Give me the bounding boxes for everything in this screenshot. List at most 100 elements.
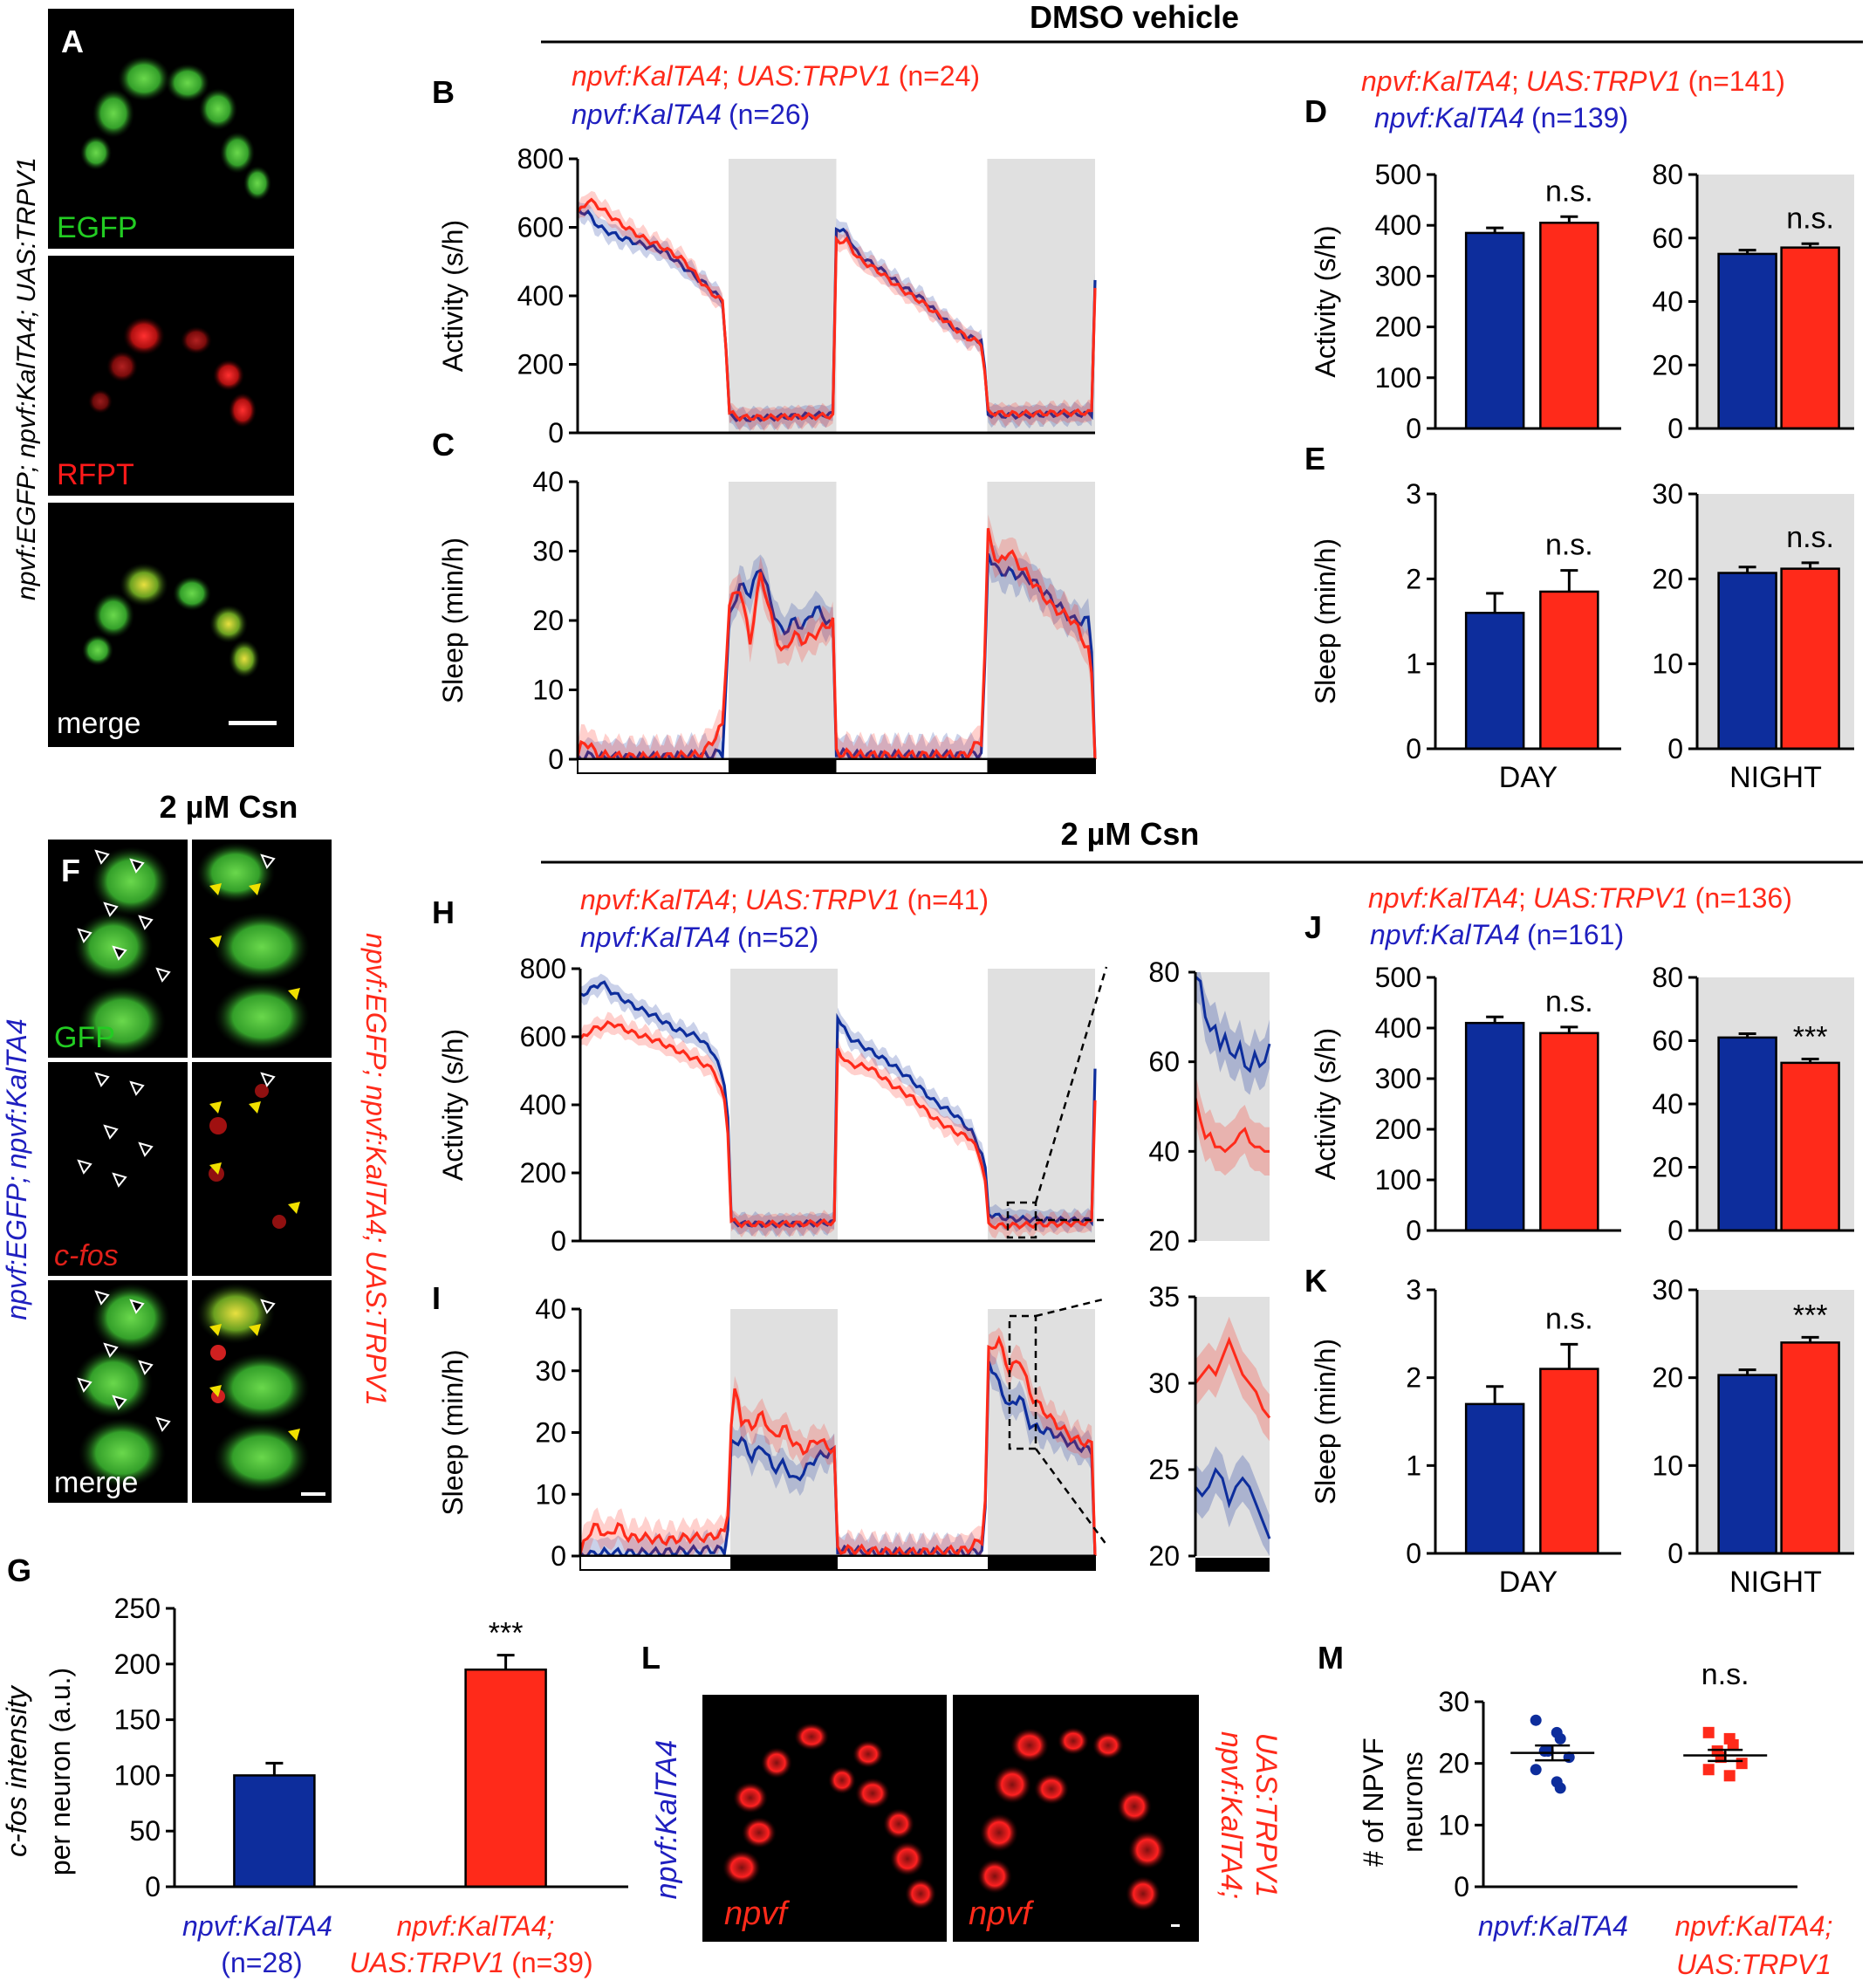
- legend-b: B npvf:KalTA4; UAS:TRPV1 (n=24) npvf:KalTA…: [432, 60, 980, 130]
- legend-b-ctrl: npvf:KalTA4: [572, 99, 722, 130]
- ctrl-bar: [1717, 1374, 1777, 1555]
- y-tick-label: 0: [1454, 1871, 1469, 1902]
- trpv-data-point: [1723, 1770, 1736, 1782]
- y-tick-label: 10: [535, 1478, 566, 1510]
- ctrl-data-point: [1554, 1782, 1566, 1794]
- legend-j-ctrl-n: (n=161): [1527, 919, 1624, 950]
- y-tick-label: 200: [517, 349, 564, 380]
- zoom-line: [1034, 966, 1108, 1203]
- y-tick-label: 0: [1406, 413, 1421, 444]
- trpv-series-line: [579, 1019, 1097, 1230]
- legend-d-trpv-a: npvf:KalTA4: [1361, 65, 1511, 97]
- side-label-f-left-b: npvf:KalTA4: [1, 1018, 32, 1169]
- y-tick-label: 200: [1375, 312, 1421, 343]
- y-tick-label: 600: [517, 212, 564, 243]
- zoom-box-i: [1008, 1314, 1037, 1450]
- y-tick-label: 3: [1406, 478, 1421, 510]
- panel-label-e: E: [1304, 441, 1325, 476]
- svg-text:npvf:KalTA4(n=161): npvf:KalTA4 (n=161): [1370, 919, 1624, 950]
- panel-label-c: C: [432, 427, 455, 463]
- g-ylabel-a: c-fos intensity: [1, 1684, 32, 1857]
- arrowheads-f: [77, 849, 276, 1432]
- legend-j-ctrl: npvf:KalTA4: [1370, 919, 1520, 950]
- trpv-bar: [1539, 1368, 1599, 1555]
- inset-zoom-lines: [1006, 966, 1108, 1546]
- y-tick-label: 200: [1375, 1114, 1421, 1145]
- inset-y-tick-label: 40: [1148, 1135, 1180, 1167]
- y-tick-label: 800: [520, 953, 566, 984]
- ns-marker: n.s.: [1545, 529, 1593, 562]
- rfpt-image: [48, 256, 294, 496]
- y-tick-label: 50: [129, 1815, 161, 1847]
- y-tick-label: 30: [532, 536, 564, 567]
- ctrl-bar: [1717, 1036, 1777, 1232]
- legend-d: npvf:KalTA4; UAS:TRPV1 (n=141) npvf:KalTA4…: [1304, 65, 1785, 134]
- svg-text:npvf:KalTA4;UAS:TRPV1(n=141): npvf:KalTA4; UAS:TRPV1 (n=141): [1361, 65, 1785, 97]
- trpv-series-line: [576, 197, 1097, 422]
- y-tick-label: 30: [1652, 478, 1683, 510]
- legend-h: H npvf:KalTA4; UAS:TRPV1 (n=41) npvf:KalTA…: [432, 884, 989, 953]
- trpv-inset-band: [1195, 1316, 1270, 1442]
- y-tick-label: 100: [1375, 362, 1421, 394]
- inset-y-tick-label: 30: [1148, 1368, 1180, 1399]
- y-tick-label: 0: [1406, 1215, 1421, 1246]
- rfpt-cells: [88, 317, 257, 428]
- y-tick-label: 100: [1375, 1164, 1421, 1196]
- gfp-cells-f: [74, 842, 310, 1492]
- y-tick-label: 30: [535, 1355, 566, 1387]
- g-xlabel-ctrl-b: (n=28): [221, 1947, 302, 1978]
- activity-chart-dmso: 0 200 400 600 800 Activity (s/h): [437, 143, 1097, 449]
- y-tick-label: 80: [1652, 159, 1683, 190]
- legend-d-trpv-b: UAS:TRPV1: [1526, 65, 1681, 97]
- ctrl-bar: [1464, 1021, 1525, 1232]
- night-shading: [730, 1309, 838, 1556]
- y-tick-label: 400: [1375, 209, 1421, 241]
- trpv-bar: [1780, 1061, 1840, 1232]
- panel-label-m: M: [1318, 1640, 1344, 1676]
- y-tick-label: 80: [1652, 962, 1683, 993]
- sleep-chart-dmso: 0 10 20 30 40 Sleep (min/h): [437, 466, 1097, 775]
- inset-y-tick-label: 35: [1148, 1281, 1180, 1313]
- y-axis-label: Sleep (min/h): [1310, 1339, 1341, 1505]
- ns-marker: n.s.: [1786, 521, 1834, 554]
- y-tick-label: 40: [535, 1293, 566, 1325]
- m-ylabel-a: # of NPVF: [1358, 1738, 1389, 1867]
- y-tick-label: 40: [1652, 286, 1683, 318]
- egfp-image: [48, 9, 294, 249]
- legend-d-trpv-n: (n=141): [1688, 65, 1785, 97]
- y-tick-label: 20: [1652, 349, 1683, 380]
- dmso-title: DMSO vehicle: [1030, 0, 1239, 35]
- y-tick-label: 0: [548, 744, 564, 775]
- y-tick-label: 500: [1375, 962, 1421, 993]
- significance-marker: ***: [1793, 1299, 1828, 1332]
- y-tick-label: 250: [114, 1593, 161, 1624]
- trpv-data-point: [1736, 1758, 1748, 1770]
- light-dark-bar-inset: [1195, 1558, 1270, 1572]
- side-label-a: npvf:EGFP; npvf:KalTA4; UAS:TRPV1: [12, 157, 41, 600]
- legend-h-trpv-a: npvf:KalTA4: [580, 884, 730, 915]
- svg-text:UAS:TRPV1(n=39): UAS:TRPV1 (n=39): [349, 1947, 592, 1978]
- m-xlabel-ctrl: npvf:KalTA4: [1478, 1910, 1628, 1942]
- trpv-bar: [1539, 222, 1599, 430]
- y-tick-label: 40: [1652, 1088, 1683, 1120]
- g-ylabel-b: per neuron (a.u.): [45, 1668, 76, 1875]
- ctrl-bar: [1717, 252, 1777, 430]
- y-tick-label: 0: [551, 1540, 566, 1572]
- zoom-box-h: [1006, 1201, 1037, 1239]
- ctrl-series-line: [579, 980, 1097, 1229]
- egfp-cells: [80, 56, 271, 201]
- npvf-cells-ctrl: [722, 1723, 936, 1909]
- trpv-bar: [1780, 246, 1840, 430]
- activity-day-bars-dmso: 0 100 200 300 400 500 n.s. Activity (s/h): [1310, 159, 1621, 444]
- legend-h-trpv-b: UAS:TRPV1: [745, 884, 900, 915]
- panel-f: F GFP c-fos merge npvf:EGFP;npvf:KalTA4 …: [1, 840, 392, 1503]
- g-xlabel-trpv-n: (n=39): [511, 1947, 592, 1978]
- y-tick-label: 40: [532, 466, 564, 497]
- activity-day-bars-csn: 0 100 200 300 400 500 n.s. Activity (s/h): [1310, 962, 1621, 1246]
- legend-d-ctrl: npvf:KalTA4: [1374, 102, 1524, 134]
- g-xlabel-trpv-a: npvf:KalTA4;: [397, 1910, 555, 1942]
- legend-d-ctrl-n: (n=139): [1531, 102, 1628, 134]
- y-tick-label: 400: [517, 280, 564, 312]
- side-label-l-right-b: UAS:TRPV1: [1250, 1733, 1283, 1898]
- ctrl-bar: [1464, 231, 1525, 430]
